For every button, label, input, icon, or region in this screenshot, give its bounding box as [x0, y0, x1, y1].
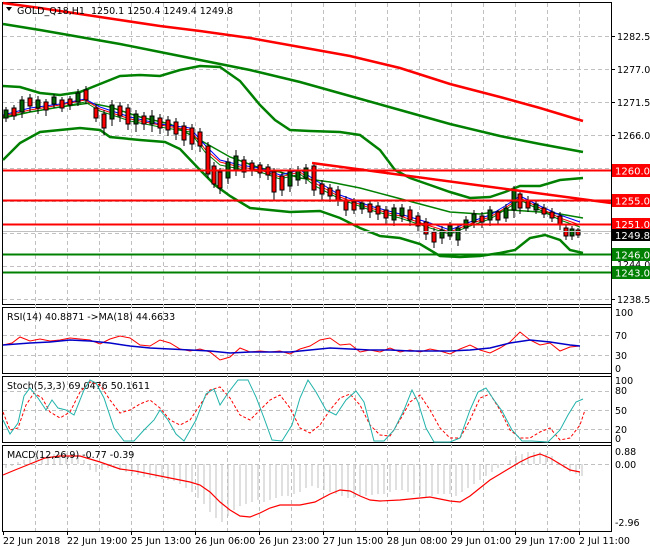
current-price-text: 1249.8 — [615, 231, 650, 242]
macd-label: MACD(12,26,9) -0.77 -0.39 — [7, 450, 134, 461]
time-label: 22 Jun 2018 — [3, 536, 60, 547]
price-tick: 1277.0 — [617, 65, 650, 76]
symbol-title: GOLD_Q18,H1 1250.1 1250.4 1249.4 1249.8 — [17, 6, 233, 17]
price-tick: 1271.5 — [617, 98, 650, 109]
level-tag-text: 1251.0 — [615, 220, 650, 231]
price-tick-hidden: 1244.0 — [617, 260, 650, 271]
level-tag-text: 1260.0 — [615, 167, 650, 178]
time-label: 25 Jun 13:00 — [131, 536, 191, 547]
price-tick: 1238.5 — [617, 295, 650, 306]
rsi-tick: 0 — [615, 364, 621, 375]
time-axis: 22 Jun 2018 22 Jun 19:00 25 Jun 13:00 26… — [3, 531, 630, 547]
stoch-tick: 50 — [615, 406, 627, 417]
macd-histogram — [5, 452, 583, 522]
current-price-tag — [612, 229, 650, 241]
level-tag-text: 1246.0 — [615, 251, 650, 262]
ma-long-red-line — [2, 1, 584, 123]
stoch-tick: 0 — [615, 434, 621, 445]
level-tag-text: 1255.0 — [615, 197, 650, 208]
level-tag-1260 — [612, 164, 650, 177]
rsi-tick: 70 — [615, 331, 627, 342]
time-label: 26 Jun 06:00 — [195, 536, 255, 547]
rsi-tick: 100 — [615, 308, 633, 319]
time-label: 29 Jun 17:00 — [515, 536, 575, 547]
rsi-panel[interactable]: RSI(14) 40.8871 ->MA(18) 44.6633 100 70 … — [2, 308, 633, 375]
stoch-label: Stoch(5,3,3) 69.0476 50.1611 — [7, 381, 150, 392]
time-label: 28 Jun 08:00 — [387, 536, 447, 547]
stoch-tick: 80 — [615, 386, 627, 397]
time-label: 29 Jun 01:00 — [451, 536, 511, 547]
stoch-main-line — [2, 378, 584, 443]
trendline-resistance[interactable] — [311, 161, 612, 205]
time-label: 26 Jun 23:00 — [259, 536, 319, 547]
level-tag-1246 — [612, 248, 650, 261]
bollinger-lower-band — [2, 126, 584, 259]
rsi-label: RSI(14) 40.8871 ->MA(18) 44.6633 — [7, 312, 175, 323]
price-levels — [3, 161, 612, 274]
level-tag-1251 — [612, 218, 650, 230]
rsi-line — [2, 331, 581, 361]
rsi-tick: 30 — [615, 351, 627, 362]
macd-signal-line — [2, 453, 581, 518]
rsi-ma-line — [2, 339, 581, 354]
time-label: 27 Jun 15:00 — [323, 536, 383, 547]
level-tag-1255 — [612, 194, 650, 207]
price-tick: 1282.5 — [617, 32, 650, 43]
macd-tick: -2.96 — [615, 518, 640, 529]
macd-tick: 0.00 — [615, 460, 636, 471]
time-label: 22 Jun 19:00 — [67, 536, 127, 547]
level-tag-1243 — [612, 266, 650, 279]
ma-medium-green-line — [2, 22, 584, 154]
stoch-tick: 20 — [615, 425, 627, 436]
candlesticks — [3, 86, 581, 248]
macd-tick: 0.88 — [615, 447, 636, 458]
grid-horizontal — [3, 36, 611, 465]
stoch-tick: 100 — [615, 376, 633, 387]
triangle-down-icon[interactable] — [6, 7, 12, 11]
level-tag-text: 1243.0 — [615, 269, 650, 280]
bollinger-upper-band — [2, 64, 584, 200]
price-tick: 1266.0 — [617, 131, 650, 142]
price-axis: 1282.5 1277.0 1271.5 1266.0 1238.5 1244.… — [611, 3, 650, 531]
macd-panel[interactable]: MACD(12,26,9) -0.77 -0.39 0.88 0.00 -2.9… — [2, 447, 640, 529]
symbol-header: GOLD_Q18,H1 1250.1 1250.4 1249.4 1249.8 — [6, 6, 233, 17]
stochastic-panel[interactable]: Stoch(5,3,3) 69.0476 50.1611 100 80 50 2… — [2, 376, 633, 445]
time-label: 2 Jul 11:00 — [579, 536, 630, 547]
